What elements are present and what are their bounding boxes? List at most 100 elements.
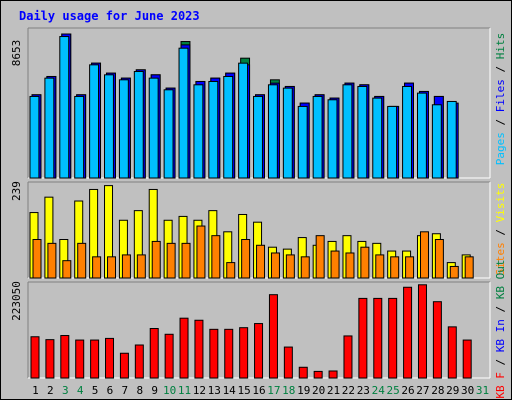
x-tick-label-day-3: 3 [62, 384, 69, 397]
kbytes-bar-day-5 [90, 339, 100, 379]
sites-bar-day-11 [181, 242, 191, 279]
kbytes-bar-day-16 [254, 323, 264, 379]
kbytes-bar-day-22 [343, 335, 353, 379]
sites-bar-day-22 [345, 252, 355, 279]
x-tick-label-day-9: 9 [151, 384, 158, 397]
x-tick-label-day-25: 25 [387, 384, 400, 397]
kbytes-bar-day-10 [164, 333, 174, 379]
panel2-legend: Sites / Visits [494, 183, 507, 276]
x-tick-label-day-27: 27 [416, 384, 429, 397]
legend-item-sites: Sites [494, 242, 507, 275]
kbytes-bar-day-28 [432, 301, 442, 379]
sites-bar-day-2 [47, 242, 57, 279]
x-tick-label-day-19: 19 [297, 384, 310, 397]
x-tick-label-day-28: 28 [431, 384, 444, 397]
sites-bar-day-3 [62, 260, 72, 279]
sites-bar-day-21 [330, 250, 340, 279]
sites-bar-day-25 [390, 256, 400, 279]
kbytes-bar-day-21 [328, 370, 338, 379]
x-tick-label-day-4: 4 [77, 384, 84, 397]
panel3-ymax-label: 223050 [10, 281, 23, 321]
kbytes-bar-day-12 [194, 319, 204, 379]
kbytes-bar-day-11 [179, 317, 189, 379]
sites-bar-day-13 [211, 235, 221, 279]
sites-bar-day-19 [300, 256, 310, 279]
kbytes-bar-day-19 [298, 366, 308, 379]
kbytes-bar-day-24 [373, 297, 383, 379]
sites-bar-day-12 [196, 225, 206, 279]
legend-item-kb-out: KB Out [494, 259, 507, 299]
legend-item-visits: Visits [494, 183, 507, 223]
sites-bar-day-29 [449, 265, 459, 279]
sites-bar-day-9 [151, 240, 161, 279]
x-tick-label-day-6: 6 [107, 384, 114, 397]
pages-bar-day-20 [312, 95, 323, 179]
pages-bar-day-12 [193, 84, 204, 179]
kbytes-bar-day-26 [403, 286, 413, 379]
sites-bar-day-18 [285, 254, 295, 279]
pages-bar-day-15 [238, 62, 249, 179]
sites-bar-day-8 [136, 254, 146, 279]
sites-bar-day-20 [315, 235, 325, 279]
sites-bar-day-4 [77, 242, 87, 279]
sites-bar-day-28 [434, 239, 444, 279]
sites-bar-day-26 [405, 256, 415, 279]
x-tick-label-day-23: 23 [357, 384, 370, 397]
pages-bar-day-8 [133, 70, 144, 179]
panel1-legend: Pages / Files / Hits [494, 33, 507, 166]
legend-item-kb-f: KB F [494, 372, 507, 399]
x-tick-label-day-31: 31 [476, 384, 489, 397]
x-tick-label-day-1: 1 [32, 384, 39, 397]
panel2-legend-text: Sites / Visits [494, 183, 507, 276]
pages-bar-day-23 [357, 85, 368, 179]
legend-item-files: Files [494, 79, 507, 112]
x-tick-label-day-7: 7 [122, 384, 129, 397]
pages-bar-day-29 [446, 100, 457, 179]
x-tick-label-day-20: 20 [312, 384, 325, 397]
pages-bar-day-27 [416, 92, 427, 179]
panel3-legend: KB F / KB In / KB Out [494, 259, 507, 398]
x-tick-label-day-18: 18 [282, 384, 295, 397]
sites-bar-day-24 [375, 254, 385, 279]
kbytes-bar-day-8 [134, 344, 144, 379]
x-tick-label-day-12: 12 [193, 384, 206, 397]
kbytes-bar-day-15 [239, 327, 249, 379]
kbytes-bar-day-7 [119, 352, 129, 379]
panel2-ymax-label: 239 [10, 181, 23, 201]
pages-bar-day-16 [253, 95, 263, 179]
kbytes-bar-day-18 [283, 346, 293, 379]
sites-bar-day-30 [464, 256, 474, 279]
kbytes-bar-day-9 [149, 328, 159, 379]
legend-separator: / [494, 222, 507, 242]
pages-bar-day-11 [178, 47, 189, 179]
pages-bar-day-3 [59, 36, 70, 179]
pages-bar-day-1 [29, 95, 40, 179]
pages-bar-day-24 [372, 97, 383, 179]
kbytes-bar-day-1 [30, 336, 40, 379]
pages-bar-day-7 [118, 79, 129, 179]
pages-bar-day-18 [282, 87, 293, 179]
sites-bar-day-6 [107, 256, 117, 279]
kbytes-bar-day-30 [462, 339, 472, 379]
x-tick-label-day-15: 15 [237, 384, 250, 397]
legend-item-hits: Hits [494, 33, 507, 60]
sites-bar-day-14 [226, 262, 236, 279]
pages-bar-day-2 [44, 77, 55, 179]
pages-bar-day-21 [327, 99, 338, 179]
x-tick-label-day-8: 8 [136, 384, 143, 397]
x-tick-label-day-11: 11 [178, 384, 191, 397]
sites-bar-day-7 [121, 254, 131, 279]
kbytes-bar-day-23 [358, 297, 368, 379]
kbytes-bar-day-29 [447, 326, 457, 379]
sites-bar-day-15 [241, 239, 251, 279]
chart-title: Daily usage for June 2023 [19, 9, 200, 23]
x-tick-label-day-5: 5 [92, 384, 99, 397]
kbytes-bar-day-25 [388, 297, 398, 379]
sites-bar-day-5 [92, 256, 102, 279]
x-tick-label-day-14: 14 [223, 384, 237, 397]
pages-bar-day-4 [74, 95, 85, 179]
sites-bar-day-1 [32, 239, 42, 279]
kbytes-bar-day-13 [209, 328, 219, 379]
x-tick-label-day-26: 26 [401, 384, 414, 397]
